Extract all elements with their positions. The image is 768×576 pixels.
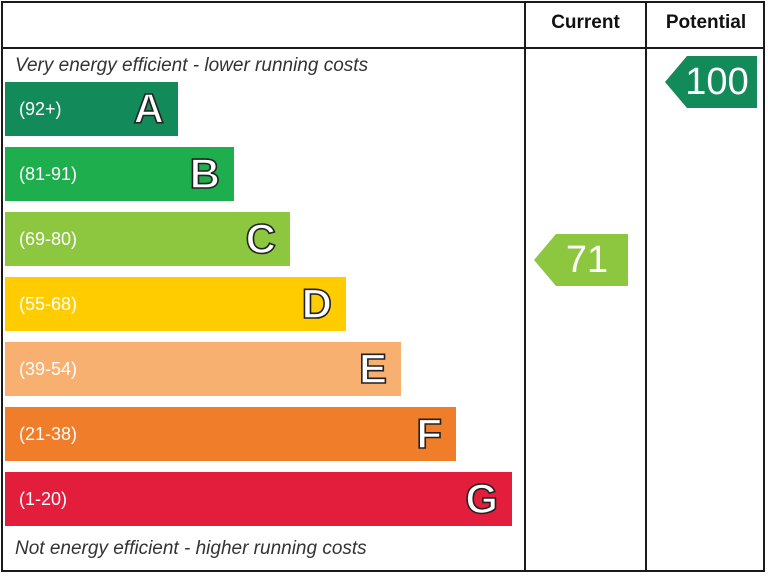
current-rating-value: 71 xyxy=(565,239,609,281)
inefficient-caption: Not energy efficient - higher running co… xyxy=(15,538,367,559)
potential-column-header: Potential xyxy=(665,12,747,33)
band-letter: D xyxy=(301,279,333,328)
potential-rating-pointer: 100 xyxy=(665,56,757,108)
band-d: (55-68) D xyxy=(5,277,346,331)
divider-current xyxy=(524,1,526,572)
band-b: (81-91) B xyxy=(5,147,234,201)
band-f: (21-38) F xyxy=(5,407,456,461)
current-rating-pointer: 71 xyxy=(534,234,628,286)
potential-rating-value: 100 xyxy=(685,61,749,103)
band-c: (69-80) C xyxy=(5,212,290,266)
band-range-label: (69-80) xyxy=(19,229,78,249)
band-range-label: (55-68) xyxy=(19,294,78,314)
current-arrow-shape xyxy=(534,234,628,286)
band-letter: A xyxy=(133,84,165,133)
band-range-label: (39-54) xyxy=(19,359,78,379)
efficient-caption: Very energy efficient - lower running co… xyxy=(15,55,369,76)
band-range-label: (1-20) xyxy=(19,489,68,509)
band-letter: B xyxy=(189,149,221,198)
current-column-header: Current xyxy=(551,12,620,33)
divider-potential xyxy=(645,1,647,572)
band-range-label: (21-38) xyxy=(19,424,78,444)
band-letter: F xyxy=(416,409,443,458)
band-letter: C xyxy=(245,214,277,263)
band-e: (39-54) E xyxy=(5,342,401,396)
band-range-label: (81-91) xyxy=(19,164,78,184)
band-g: (1-20) G xyxy=(5,472,512,526)
potential-arrow-shape xyxy=(665,56,757,108)
band-letter: G xyxy=(465,474,499,523)
band-range-label: (92+) xyxy=(19,99,62,119)
band-letter: E xyxy=(358,344,388,393)
band-a: (92+) A xyxy=(5,82,178,136)
header-divider xyxy=(1,47,765,49)
